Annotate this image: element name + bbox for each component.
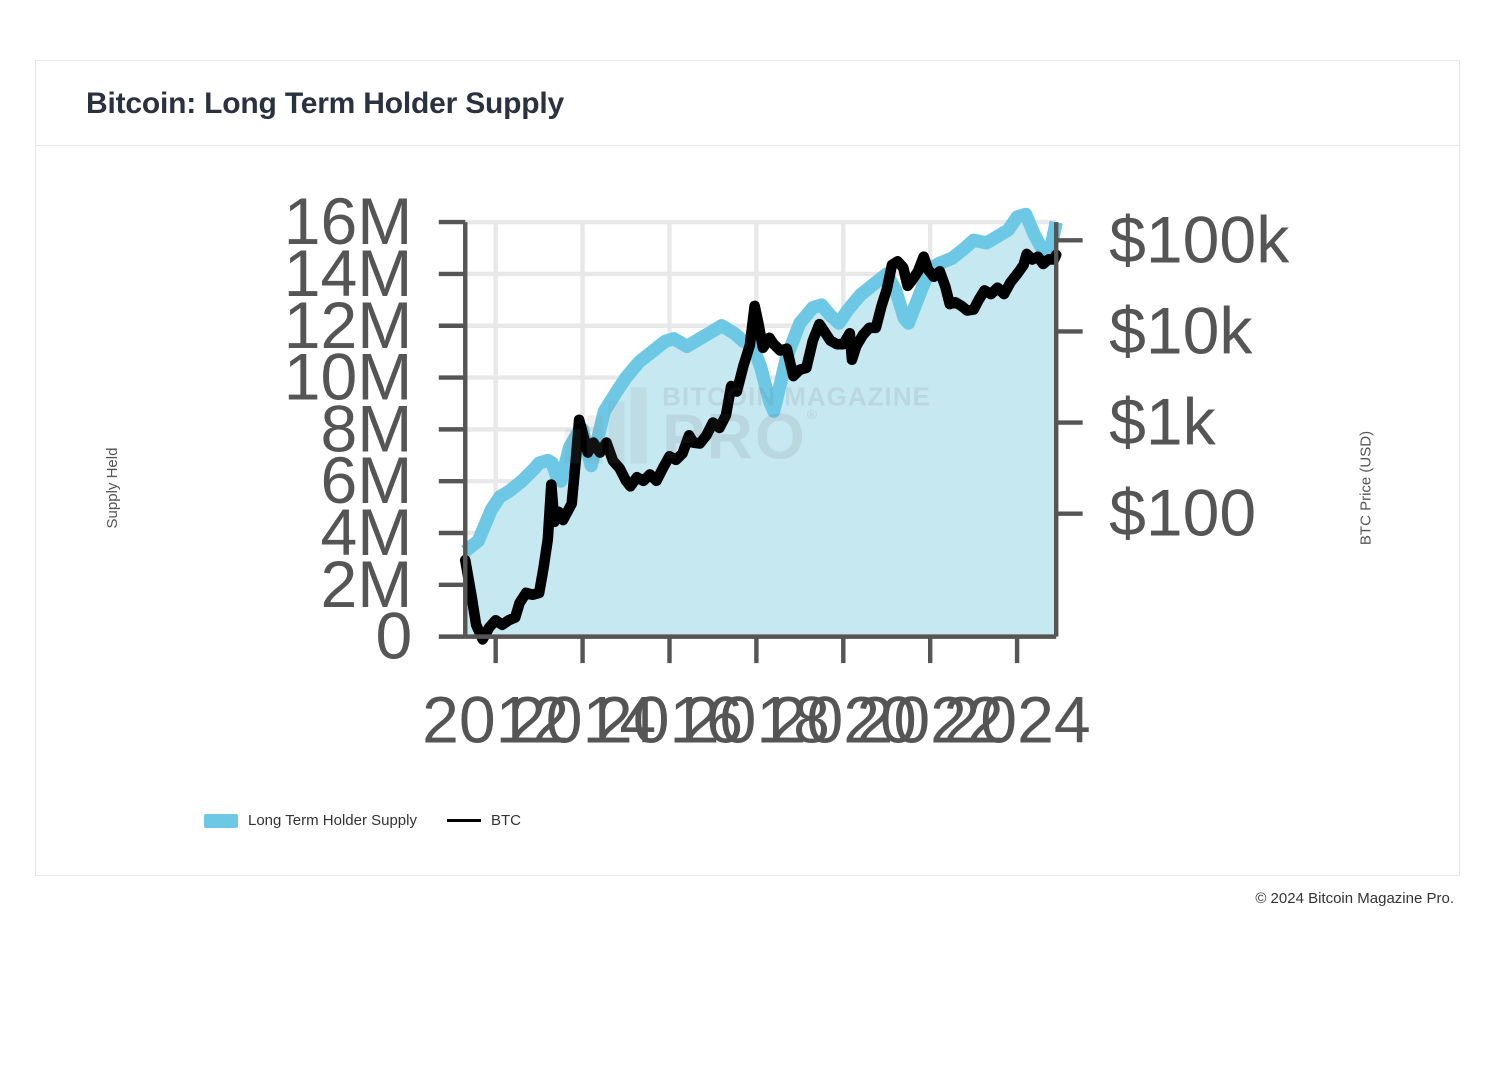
copyright: © 2024 Bitcoin Magazine Pro.	[35, 876, 1460, 907]
svg-text:$100k: $100k	[1109, 203, 1290, 277]
plot-wrapper: Supply Held BTC Price (USD) 02M4M6M8M10M…	[86, 178, 1409, 798]
svg-text:$1k: $1k	[1109, 386, 1217, 460]
chart-area: Supply Held BTC Price (USD) 02M4M6M8M10M…	[36, 146, 1459, 875]
svg-text:$100: $100	[1109, 477, 1256, 551]
chart-card: Bitcoin: Long Term Holder Supply Supply …	[35, 60, 1460, 876]
chart-svg: 02M4M6M8M10M12M14M16M$100$1k$10k$100k201…	[86, 178, 1409, 840]
card-header: Bitcoin: Long Term Holder Supply	[36, 61, 1459, 146]
svg-text:2024: 2024	[944, 683, 1091, 757]
card-title: Bitcoin: Long Term Holder Supply	[86, 87, 1409, 121]
svg-text:$10k: $10k	[1109, 294, 1253, 368]
svg-text:16M: 16M	[284, 185, 413, 259]
